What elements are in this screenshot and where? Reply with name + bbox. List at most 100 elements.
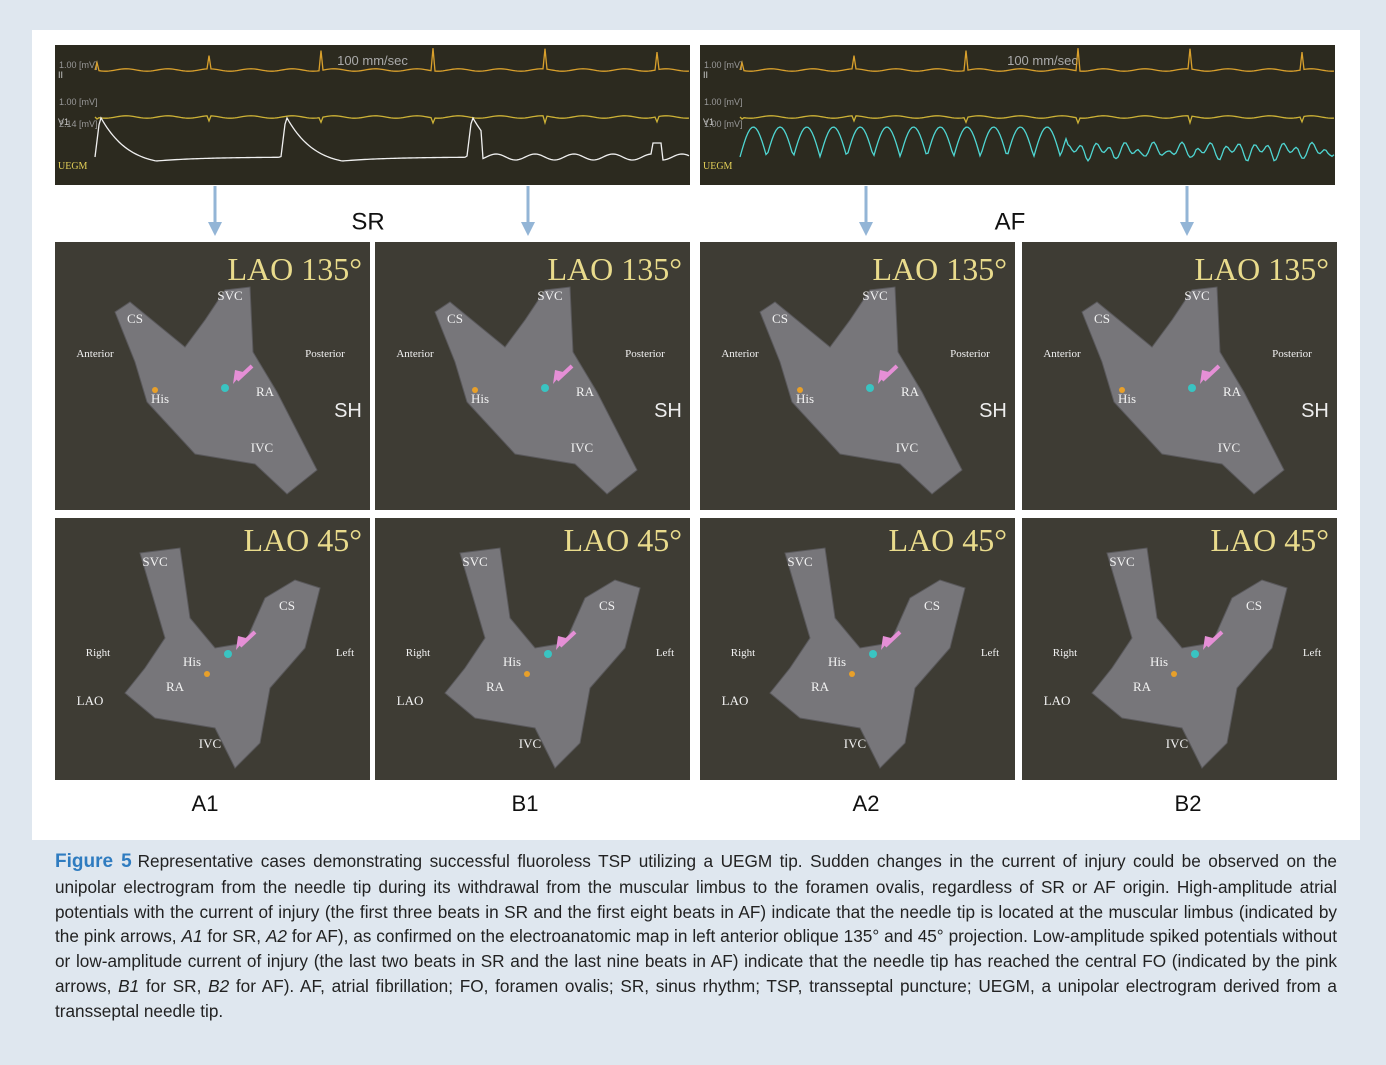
structure-label: Anterior [721, 348, 759, 360]
structure-label: SVC [1184, 288, 1209, 303]
structure-label: RA [1133, 679, 1152, 694]
structure-label: CS [772, 311, 788, 326]
his-dot [849, 671, 855, 677]
structure-label: Right [86, 647, 110, 659]
structure-label: Anterior [1043, 348, 1081, 360]
pink-arrow-head [236, 636, 246, 650]
view-label: LAO 45° [1210, 522, 1329, 558]
structure-label: Left [981, 647, 999, 659]
ecg-trace [94, 115, 690, 126]
pink-arrow-head [878, 370, 888, 384]
structure-label: IVC [571, 440, 593, 455]
down-arrow-head [1180, 222, 1194, 236]
electrode [1191, 650, 1199, 658]
structure-label: Right [406, 647, 430, 659]
structure-label: His [151, 391, 169, 406]
heart-map [1091, 547, 1288, 769]
map-panel: LAO 135°SVC CS Anterior Posterior His RA IVC SH [55, 242, 370, 510]
pink-arrow [1205, 630, 1224, 648]
ecg-speed: 100 mm/sec [337, 53, 408, 68]
heart-map [434, 286, 638, 495]
pink-arrow [238, 630, 257, 648]
heart-map [124, 547, 321, 769]
structure-label: Anterior [396, 348, 434, 360]
structure-label: SH [334, 400, 362, 422]
structure-label: IVC [896, 440, 918, 455]
view-label: LAO 135° [1194, 251, 1329, 287]
view-label: LAO 135° [872, 251, 1007, 287]
ecg-scale: 1.00 [mV] [704, 60, 743, 70]
structure-label: RA [166, 679, 185, 694]
structure-label: SVC [787, 554, 812, 569]
view-label: LAO 135° [227, 251, 362, 287]
structure-label: Left [336, 647, 354, 659]
ecg-trace [94, 48, 690, 72]
panel-label: B2 [1175, 791, 1202, 816]
ecg-scale: 1.00 [mV] [59, 97, 98, 107]
caption-text: for SR, [202, 926, 266, 947]
caption-text: for AF). AF, atrial fibrillation; FO, fo… [55, 975, 1337, 1021]
caption-ref: B1 [118, 975, 140, 996]
pink-arrow [883, 630, 902, 648]
down-arrow-head [521, 222, 535, 236]
structure-label: SVC [142, 554, 167, 569]
his-dot [1119, 387, 1125, 393]
structure-label: LAO [397, 693, 424, 708]
ecg-lead: II [58, 70, 63, 80]
panel-label: A2 [853, 791, 880, 816]
down-arrow-head [208, 222, 222, 236]
ecg-lead: UEGM [58, 161, 88, 172]
ecg-lead: V1 [703, 117, 714, 127]
structure-label: SH [1301, 400, 1329, 422]
panel-label: B1 [512, 791, 539, 816]
structure-label: IVC [519, 736, 541, 751]
structure-label: Right [1053, 647, 1077, 659]
structure-label: LAO [77, 693, 104, 708]
structure-label: SVC [537, 288, 562, 303]
structure-label: IVC [199, 736, 221, 751]
structure-label: CS [127, 311, 143, 326]
structure-label: His [503, 654, 521, 669]
ecg-speed: 100 mm/sec [1007, 53, 1078, 68]
pink-arrow-head [233, 370, 243, 384]
electrode [224, 650, 232, 658]
heart-map [759, 286, 963, 495]
structure-label: RA [901, 384, 920, 399]
ecg-scale: 1.00 [mV] [704, 97, 743, 107]
electrode [869, 650, 877, 658]
rhythm-label: SR [351, 208, 384, 235]
caption-ref: A1 [181, 926, 203, 947]
structure-label: CS [279, 598, 295, 613]
structure-label: His [828, 654, 846, 669]
structure-label: IVC [1218, 440, 1240, 455]
structure-label: Anterior [76, 348, 114, 360]
structure-label: His [1118, 391, 1136, 406]
pink-arrow [555, 364, 574, 382]
caption-text: for AF), as confirmed on the electroanat… [55, 926, 1337, 996]
structure-label: Right [731, 647, 755, 659]
electrode [1188, 384, 1196, 392]
structure-label: His [796, 391, 814, 406]
structure-label: SVC [462, 554, 487, 569]
structure-label: CS [447, 311, 463, 326]
heart-map [769, 547, 966, 769]
caption-ref: B2 [208, 975, 230, 996]
ecg-trace [739, 48, 1335, 72]
ecg-trace [94, 116, 690, 162]
structure-label: His [1150, 654, 1168, 669]
structure-label: Posterior [305, 348, 345, 360]
pink-arrow-head [556, 636, 566, 650]
his-dot [797, 387, 803, 393]
map-panel: LAO 45° SVC CS Right Left His RA IVC LAO [55, 518, 370, 780]
view-label: LAO 45° [243, 522, 362, 558]
structure-label: LAO [722, 693, 749, 708]
map-panel: LAO 45° SVC CS Right Left His RA IVC LAO [700, 518, 1015, 780]
structure-label: IVC [251, 440, 273, 455]
structure-label: RA [486, 679, 505, 694]
ecg-scale: 2.14 [mV] [59, 119, 98, 129]
structure-label: Left [1303, 647, 1321, 659]
heart-map [114, 286, 318, 495]
pink-arrow [235, 364, 254, 382]
structure-label: RA [256, 384, 275, 399]
structure-label: CS [599, 598, 615, 613]
